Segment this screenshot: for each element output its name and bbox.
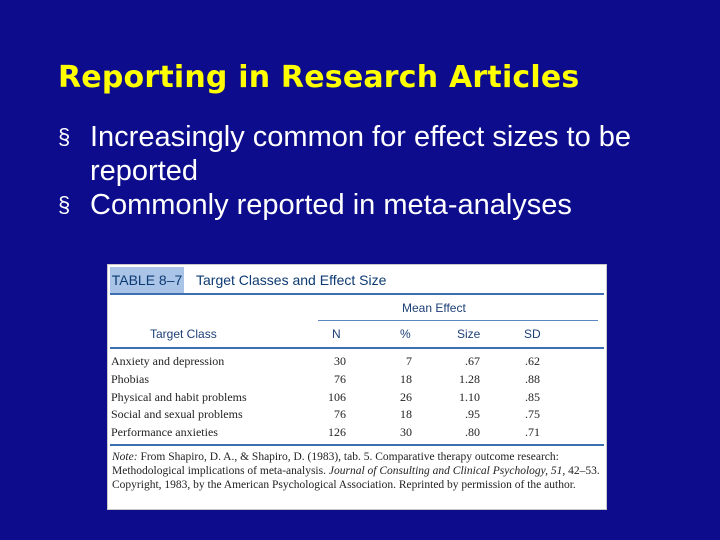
- table-top-rule: [110, 293, 604, 295]
- table-figure: TABLE 8–7 Target Classes and Effect Size…: [107, 264, 607, 510]
- cell-size: 1.10: [459, 390, 480, 404]
- cell-target: Social and sexual problems: [111, 407, 243, 421]
- col-header-pct: %: [400, 327, 411, 341]
- table-title: Target Classes and Effect Size: [196, 272, 387, 288]
- cell-size: .95: [465, 407, 480, 421]
- note-source-end: 42–53. Copyright, 1983, by the American …: [112, 465, 600, 491]
- cell-n: 106: [328, 390, 346, 404]
- cell-pct: 7: [406, 354, 412, 368]
- note-journal: Journal of Consulting and Clinical Psych…: [328, 465, 566, 477]
- cell-n: 30: [334, 354, 346, 368]
- bullet-marker-icon: §: [58, 192, 71, 217]
- cell-pct: 30: [400, 425, 412, 439]
- table-header: TABLE 8–7 Target Classes and Effect Size: [110, 267, 604, 293]
- note-source-start: From Shapiro, D. A., & Shapiro, D. (1983…: [112, 451, 559, 477]
- cell-pct: 18: [400, 372, 412, 386]
- group-header: Mean Effect: [402, 301, 466, 315]
- col-header-n: N: [332, 327, 341, 341]
- cell-n: 76: [334, 372, 346, 386]
- cell-sd: .71: [525, 425, 540, 439]
- cell-target: Performance anxieties: [111, 425, 218, 439]
- cell-pct: 26: [400, 390, 412, 404]
- slide-title: Reporting in Research Articles: [58, 60, 580, 95]
- cell-size: 1.28: [459, 372, 480, 386]
- bullet-item: § Increasingly common for effect sizes t…: [58, 120, 698, 188]
- bullet-text: Commonly reported in meta-analyses: [90, 189, 572, 221]
- header-bottom-rule: [110, 347, 604, 349]
- table-bottom-rule: [110, 444, 604, 446]
- cell-sd: .62: [525, 354, 540, 368]
- table-label: TABLE 8–7: [110, 267, 184, 293]
- cell-sd: .85: [525, 390, 540, 404]
- cell-pct: 18: [400, 407, 412, 421]
- table-note: Note: From Shapiro, D. A., & Shapiro, D.…: [112, 450, 602, 492]
- bullet-marker-icon: §: [58, 124, 71, 149]
- cell-size: .80: [465, 425, 480, 439]
- group-header-rule: [318, 320, 598, 321]
- bullet-list: § Increasingly common for effect sizes t…: [58, 120, 698, 222]
- bullet-text: Increasingly common for effect sizes to …: [90, 121, 632, 187]
- bullet-item: § Commonly reported in meta-analyses: [58, 188, 698, 222]
- col-header-size: Size: [457, 327, 481, 341]
- cell-target: Physical and habit problems: [111, 390, 247, 404]
- cell-sd: .75: [525, 407, 540, 421]
- cell-n: 126: [328, 425, 346, 439]
- col-header-target: Target Class: [150, 327, 217, 341]
- col-header-sd: SD: [524, 327, 541, 341]
- cell-size: .67: [465, 354, 480, 368]
- cell-target: Anxiety and depression: [111, 354, 225, 368]
- cell-target: Phobias: [111, 372, 150, 386]
- note-label: Note:: [112, 451, 138, 463]
- cell-n: 76: [334, 407, 346, 421]
- cell-sd: .88: [525, 372, 540, 386]
